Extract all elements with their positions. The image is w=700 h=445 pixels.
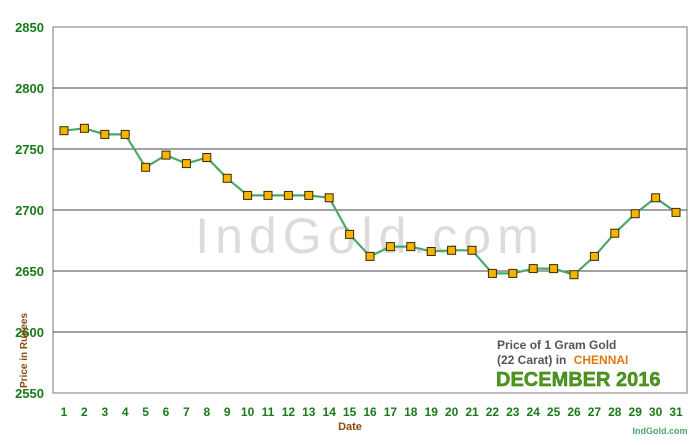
y-tick-label-2700: 2700 [15,203,44,218]
x-tick-label-23: 23 [506,405,520,419]
data-point-21 [467,245,477,255]
data-point-12 [283,190,293,200]
x-tick-label-31: 31 [669,405,683,419]
chart-subtitle: DECEMBER 2016 [496,369,661,391]
x-tick-label-18: 18 [404,405,418,419]
x-tick-label-27: 27 [588,405,602,419]
y-tick-label-2850: 2850 [15,20,44,35]
data-point-9 [222,173,232,183]
y-tick-label-2650: 2650 [15,264,44,279]
x-tick-label-14: 14 [323,405,337,419]
x-tick-label-19: 19 [425,405,439,419]
data-point-7 [181,159,191,169]
y-tick-label-2600: 2600 [15,325,44,340]
source-credit: IndGold.com [633,426,688,436]
x-tick-label-24: 24 [527,405,541,419]
x-tick-label-7: 7 [183,405,190,419]
x-tick-label-12: 12 [282,405,296,419]
data-point-11 [263,190,273,200]
data-point-10 [243,190,253,200]
data-point-4 [120,129,130,139]
data-point-16 [365,251,375,261]
x-tick-label-5: 5 [142,405,149,419]
data-point-28 [610,228,620,238]
title-prefix: (22 Carat) in [497,353,566,367]
x-tick-label-28: 28 [608,405,622,419]
data-point-30 [651,193,661,203]
x-tick-label-13: 13 [302,405,316,419]
x-tick-label-26: 26 [567,405,581,419]
data-point-2 [79,123,89,133]
x-tick-label-4: 4 [122,405,129,419]
y-axis: 2550 2600 2650 2700 2750 2800 2850 [15,20,44,401]
x-tick-label-16: 16 [363,405,377,419]
data-point-5 [141,162,151,172]
y-tick-label-2550: 2550 [15,386,44,401]
data-point-14 [324,193,334,203]
data-point-31 [671,207,681,217]
x-tick-label-25: 25 [547,405,561,419]
data-point-13 [304,190,314,200]
x-tick-label-15: 15 [343,405,357,419]
x-tick-label-20: 20 [445,405,459,419]
x-tick-label-21: 21 [465,405,479,419]
data-point-23 [508,268,518,278]
data-point-3 [100,129,110,139]
data-point-22 [487,268,497,278]
x-tick-label-30: 30 [649,405,663,419]
data-point-26 [569,270,579,280]
y-tick-label-2750: 2750 [15,142,44,157]
data-series [59,123,681,280]
data-point-29 [630,209,640,219]
y-axis-label: Price in Rupees [19,313,30,388]
data-point-15 [345,229,355,239]
data-point-18 [406,242,416,252]
x-tick-label-9: 9 [224,405,231,419]
x-tick-label-22: 22 [486,405,500,419]
x-tick-label-11: 11 [262,405,275,419]
x-axis: 1 2 3 4 5 6 7 8 9 10 11 12 13 14 15 16 17 18 19 20 21 22 23 24 2… [61,405,683,419]
x-axis-label: Date [338,421,362,433]
data-point-8 [202,153,212,162]
data-point-20 [447,245,457,255]
x-tick-label-6: 6 [163,405,170,419]
data-point-27 [589,251,599,261]
grid-lines [53,87,687,333]
data-point-25 [549,264,559,274]
y-tick-label-2800: 2800 [15,81,44,96]
x-tick-label-2: 2 [81,405,88,419]
x-tick-label-3: 3 [101,405,108,419]
x-tick-label-29: 29 [629,405,643,419]
data-point-1 [59,126,69,136]
data-point-6 [161,150,171,160]
x-tick-label-8: 8 [203,405,210,419]
x-tick-label-10: 10 [241,405,255,419]
data-point-17 [385,242,395,252]
data-point-19 [426,247,436,256]
data-point-24 [528,264,538,274]
chart-title-line1: Price of 1 Gram Gold [497,338,616,352]
title-city: CHENNAI [574,353,629,367]
chart-title-line2: (22 Carat) in CHENNAI [497,353,628,367]
x-tick-label-17: 17 [384,405,398,419]
legend-box: Price of 1 Gram Gold (22 Carat) in CHENN… [496,338,661,391]
x-tick-label-1: 1 [61,405,68,419]
